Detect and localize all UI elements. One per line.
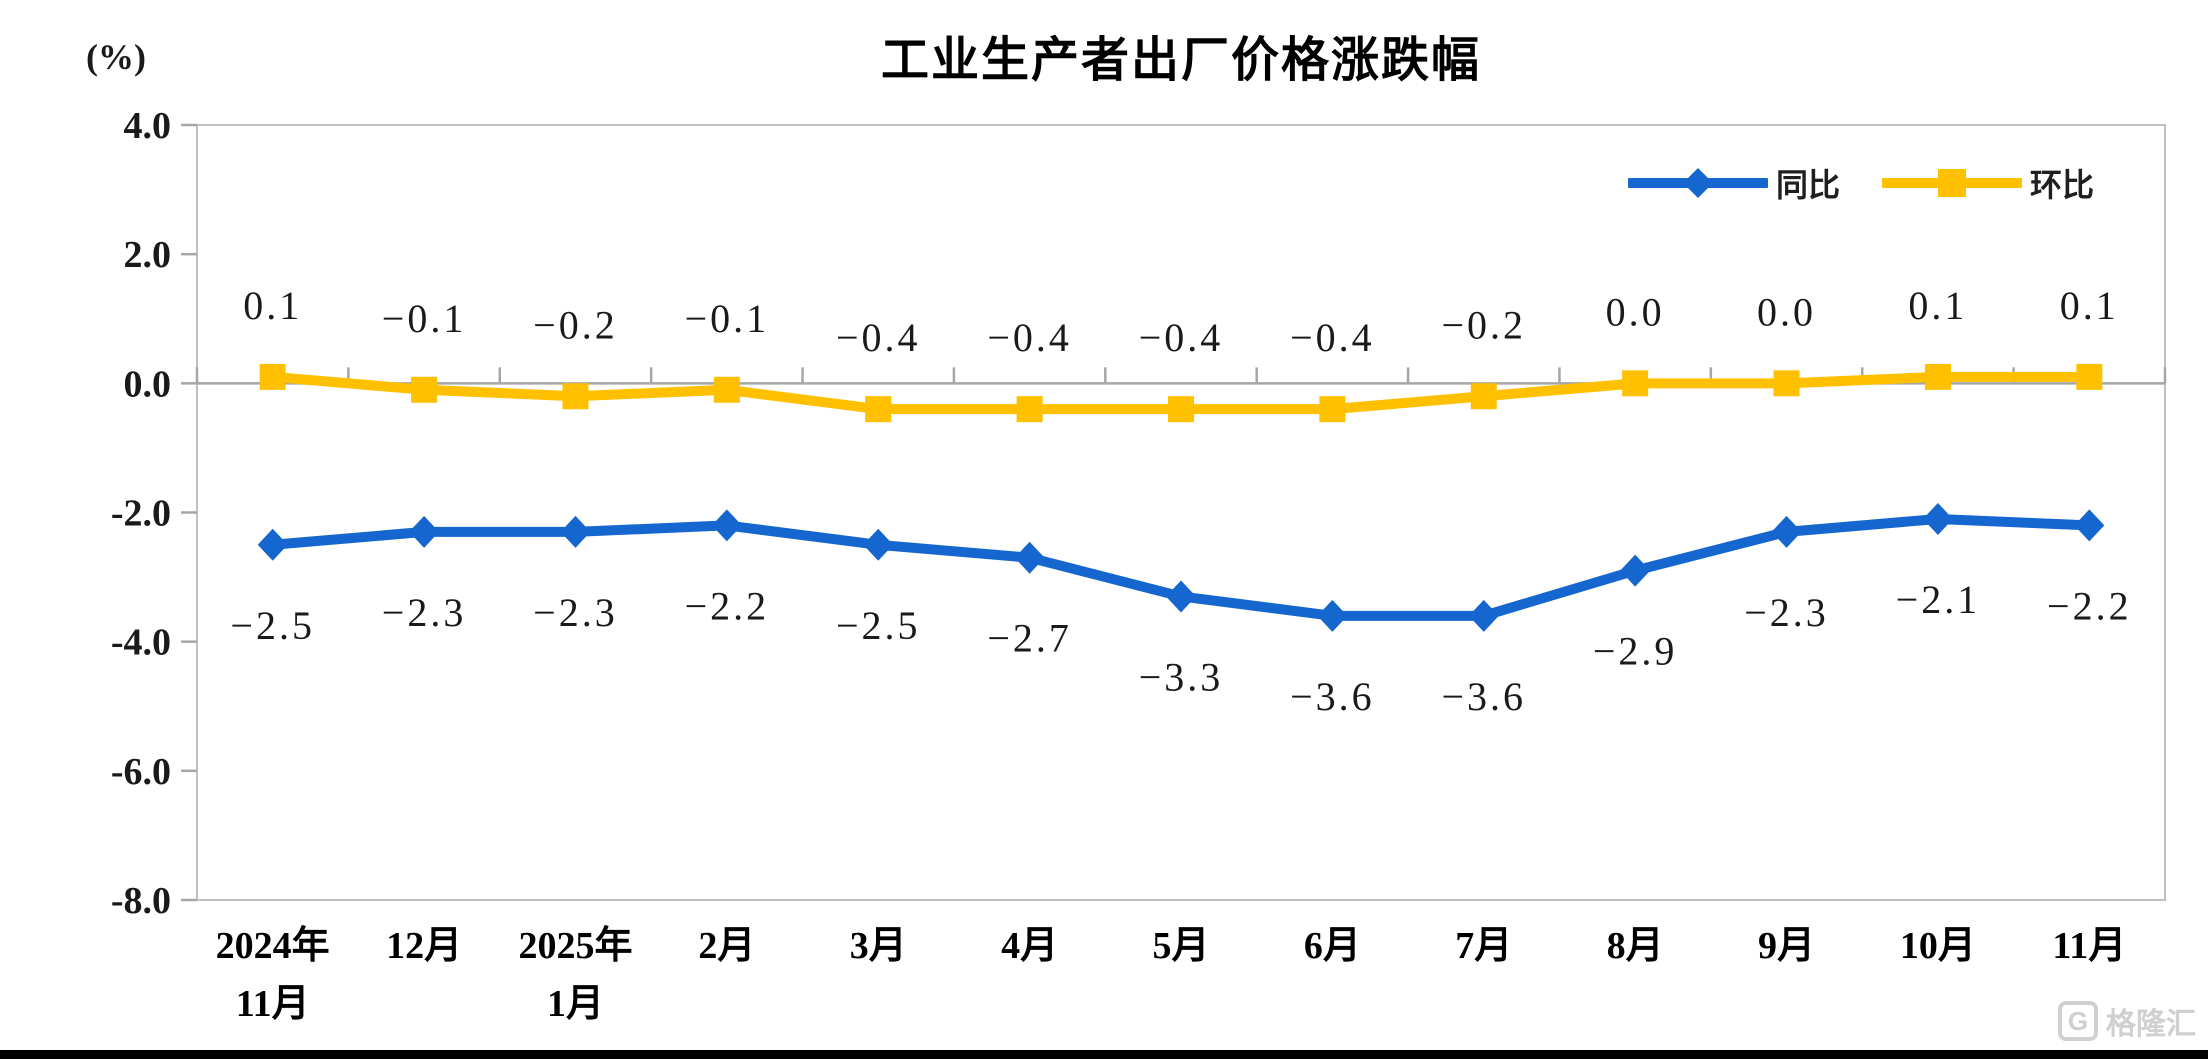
legend-label-yoy: 同比: [1776, 167, 1841, 203]
data-label: −2.9: [1593, 629, 1678, 674]
data-label: −0.4: [836, 315, 921, 360]
diamond-marker-icon: [1922, 502, 1953, 535]
bottom-black-bar: [0, 1050, 2208, 1059]
data-label: 0.1: [243, 283, 302, 328]
diamond-marker-icon: [1014, 541, 1045, 574]
data-label: −0.1: [685, 296, 770, 341]
x-tick-label: 4月: [1001, 925, 1058, 967]
data-label: −3.6: [1441, 674, 1526, 719]
square-marker-icon: [1924, 363, 1951, 390]
x-tick-label: 9月: [1758, 925, 1815, 967]
x-tick-label: 6月: [1304, 925, 1361, 967]
x-tick-label: 7月: [1455, 925, 1512, 967]
data-label: −0.2: [533, 302, 618, 347]
y-tick-label: -4.0: [111, 622, 171, 664]
x-tick-label: 2025年: [518, 925, 632, 967]
square-marker-icon: [1016, 396, 1043, 423]
diamond-marker-icon: [560, 515, 591, 548]
data-label: −2.5: [230, 603, 315, 648]
diamond-marker-icon: [1468, 599, 1499, 632]
x-tick-label: 2024年: [216, 925, 330, 967]
square-marker-icon: [1470, 383, 1497, 410]
x-tick-label: 8月: [1607, 925, 1664, 967]
square-marker-icon: [1773, 370, 1800, 397]
y-tick-label: 4.0: [124, 105, 172, 147]
data-label: −2.3: [533, 590, 618, 635]
data-label: −2.2: [2047, 583, 2132, 628]
x-tick-label: 3月: [850, 925, 907, 967]
square-marker-icon: [1319, 396, 1346, 423]
diamond-marker-icon: [2074, 509, 2105, 542]
watermark: G 格隆汇: [2058, 999, 2196, 1043]
data-label: −2.1: [1896, 577, 1981, 622]
y-tick-label: -2.0: [111, 493, 171, 535]
x-tick-label: 10月: [1900, 925, 1976, 967]
data-label: −2.3: [1744, 590, 1829, 635]
diamond-marker-icon: [863, 528, 894, 561]
chart-legend: 同比 环比: [1628, 160, 2094, 206]
data-label: −3.6: [1290, 674, 1375, 719]
data-label: −3.3: [1139, 654, 1224, 699]
data-label: 0.0: [1606, 289, 1665, 334]
x-tick-label: 11月: [2052, 925, 2126, 967]
square-marker-icon: [259, 363, 286, 390]
y-tick-label: -8.0: [111, 880, 171, 922]
y-tick-label: -6.0: [111, 751, 171, 793]
diamond-marker-icon: [257, 528, 288, 561]
x-tick-label: 2月: [698, 925, 755, 967]
square-marker-icon: [562, 383, 589, 410]
plot-border: [196, 124, 2166, 901]
data-label: −0.4: [1139, 315, 1224, 360]
legend-item-yoy: 同比: [1628, 160, 1840, 206]
diamond-marker-icon: [1166, 580, 1196, 613]
data-label: −2.5: [836, 603, 921, 648]
x-tick-label-line2: 1月: [547, 983, 604, 1025]
square-marker-icon: [2076, 363, 2103, 390]
diamond-marker-icon: [1317, 599, 1348, 632]
yoy-line-diamond-swatch-icon: [1628, 168, 1768, 198]
data-label: −2.3: [382, 590, 467, 635]
mom-line-square-swatch-icon: [1882, 169, 2023, 197]
x-tick-label: 5月: [1152, 925, 1209, 967]
square-marker-icon: [1622, 370, 1649, 397]
legend-item-mom: 环比: [1882, 160, 2094, 206]
square-marker-icon: [1168, 396, 1194, 423]
y-tick-label: 0.0: [124, 363, 172, 405]
data-label: 0.0: [1757, 289, 1816, 334]
data-label: 0.1: [1908, 283, 1967, 328]
diamond-marker-icon: [1771, 515, 1802, 548]
data-label: 0.1: [2060, 283, 2119, 328]
y-tick-label: 2.0: [124, 234, 172, 276]
watermark-brand-text: 格隆汇: [2106, 1008, 2196, 1041]
data-label: −0.4: [1290, 315, 1375, 360]
chart-title: 工业生产者出厂价格涨跌幅: [880, 34, 1481, 87]
x-tick-label: 12月: [386, 925, 462, 967]
data-label: −2.2: [685, 583, 770, 628]
diamond-marker-icon: [409, 515, 440, 548]
diamond-marker-icon: [711, 509, 742, 542]
data-label: −0.4: [987, 315, 1072, 360]
square-marker-icon: [865, 396, 892, 423]
square-marker-icon: [411, 376, 438, 403]
data-label: −2.7: [987, 616, 1072, 661]
x-tick-label-line2: 11月: [236, 983, 310, 1025]
gelonghui-logo-icon: G: [2058, 1001, 2098, 1041]
legend-label-mom: 环比: [2030, 167, 2095, 203]
y-axis-unit-label: (%): [86, 37, 146, 77]
data-label: −0.2: [1441, 302, 1526, 347]
data-label: −0.1: [382, 296, 467, 341]
diamond-marker-icon: [1620, 554, 1651, 587]
square-marker-icon: [713, 376, 740, 403]
